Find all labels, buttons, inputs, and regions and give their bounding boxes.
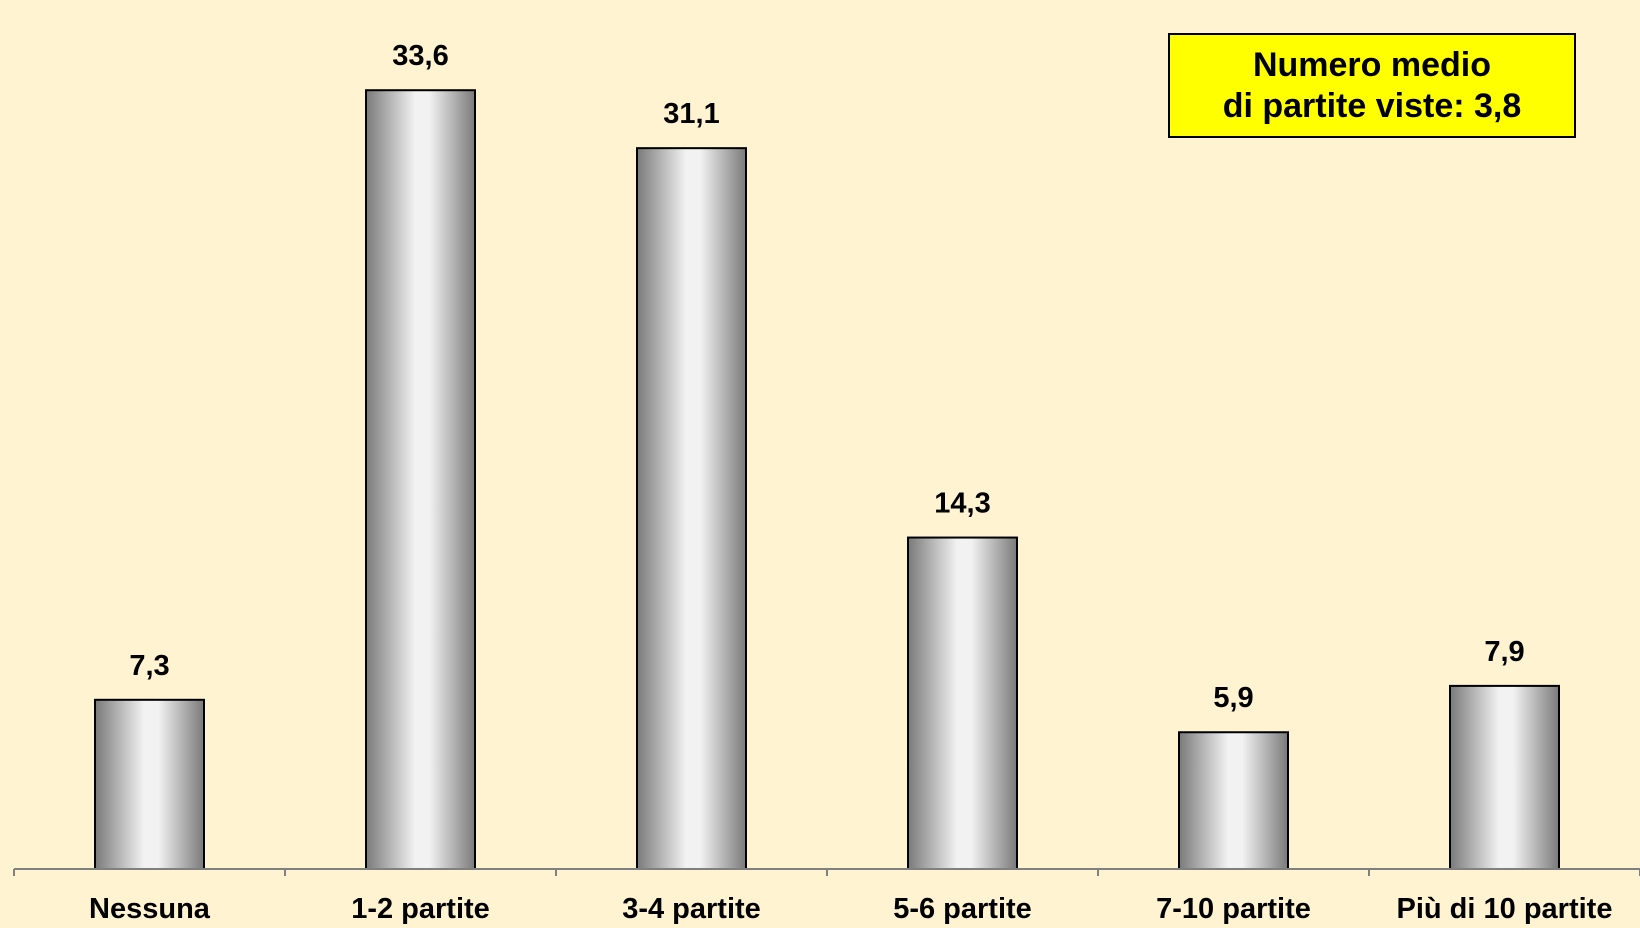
- category-label-4: 7-10 partite: [1156, 893, 1311, 925]
- bar-0: [94, 698, 205, 870]
- x-axis: [13, 868, 1640, 876]
- note-line-2: di partite viste: 3,8: [1222, 86, 1522, 125]
- labels-group: 7,3 Nessuna 33,6 1-2 partite 31,1 3-4 partite…: [89, 40, 1612, 925]
- bars-group: [94, 89, 1560, 871]
- category-label-2: 3-4 partite: [622, 893, 761, 925]
- bar-4: [1178, 731, 1289, 871]
- category-label-3: 5-6 partite: [893, 893, 1032, 925]
- value-label-0: 7,3: [129, 650, 169, 682]
- value-label-2: 31,1: [663, 98, 719, 130]
- bar-2: [636, 147, 747, 871]
- average-matches-note: Numero medio di partite viste: 3,8: [1168, 33, 1576, 138]
- note-line-1: Numero medio: [1252, 45, 1492, 84]
- bar-5: [1449, 684, 1560, 870]
- value-label-5: 7,9: [1484, 636, 1524, 668]
- bar-3: [907, 536, 1018, 870]
- value-label-1: 33,6: [392, 40, 448, 72]
- value-label-4: 5,9: [1213, 682, 1253, 714]
- category-label-5: Più di 10 partite: [1397, 893, 1613, 925]
- category-label-0: Nessuna: [89, 893, 211, 925]
- bar-1: [365, 89, 476, 871]
- value-label-3: 14,3: [934, 488, 990, 520]
- category-label-1: 1-2 partite: [351, 893, 490, 925]
